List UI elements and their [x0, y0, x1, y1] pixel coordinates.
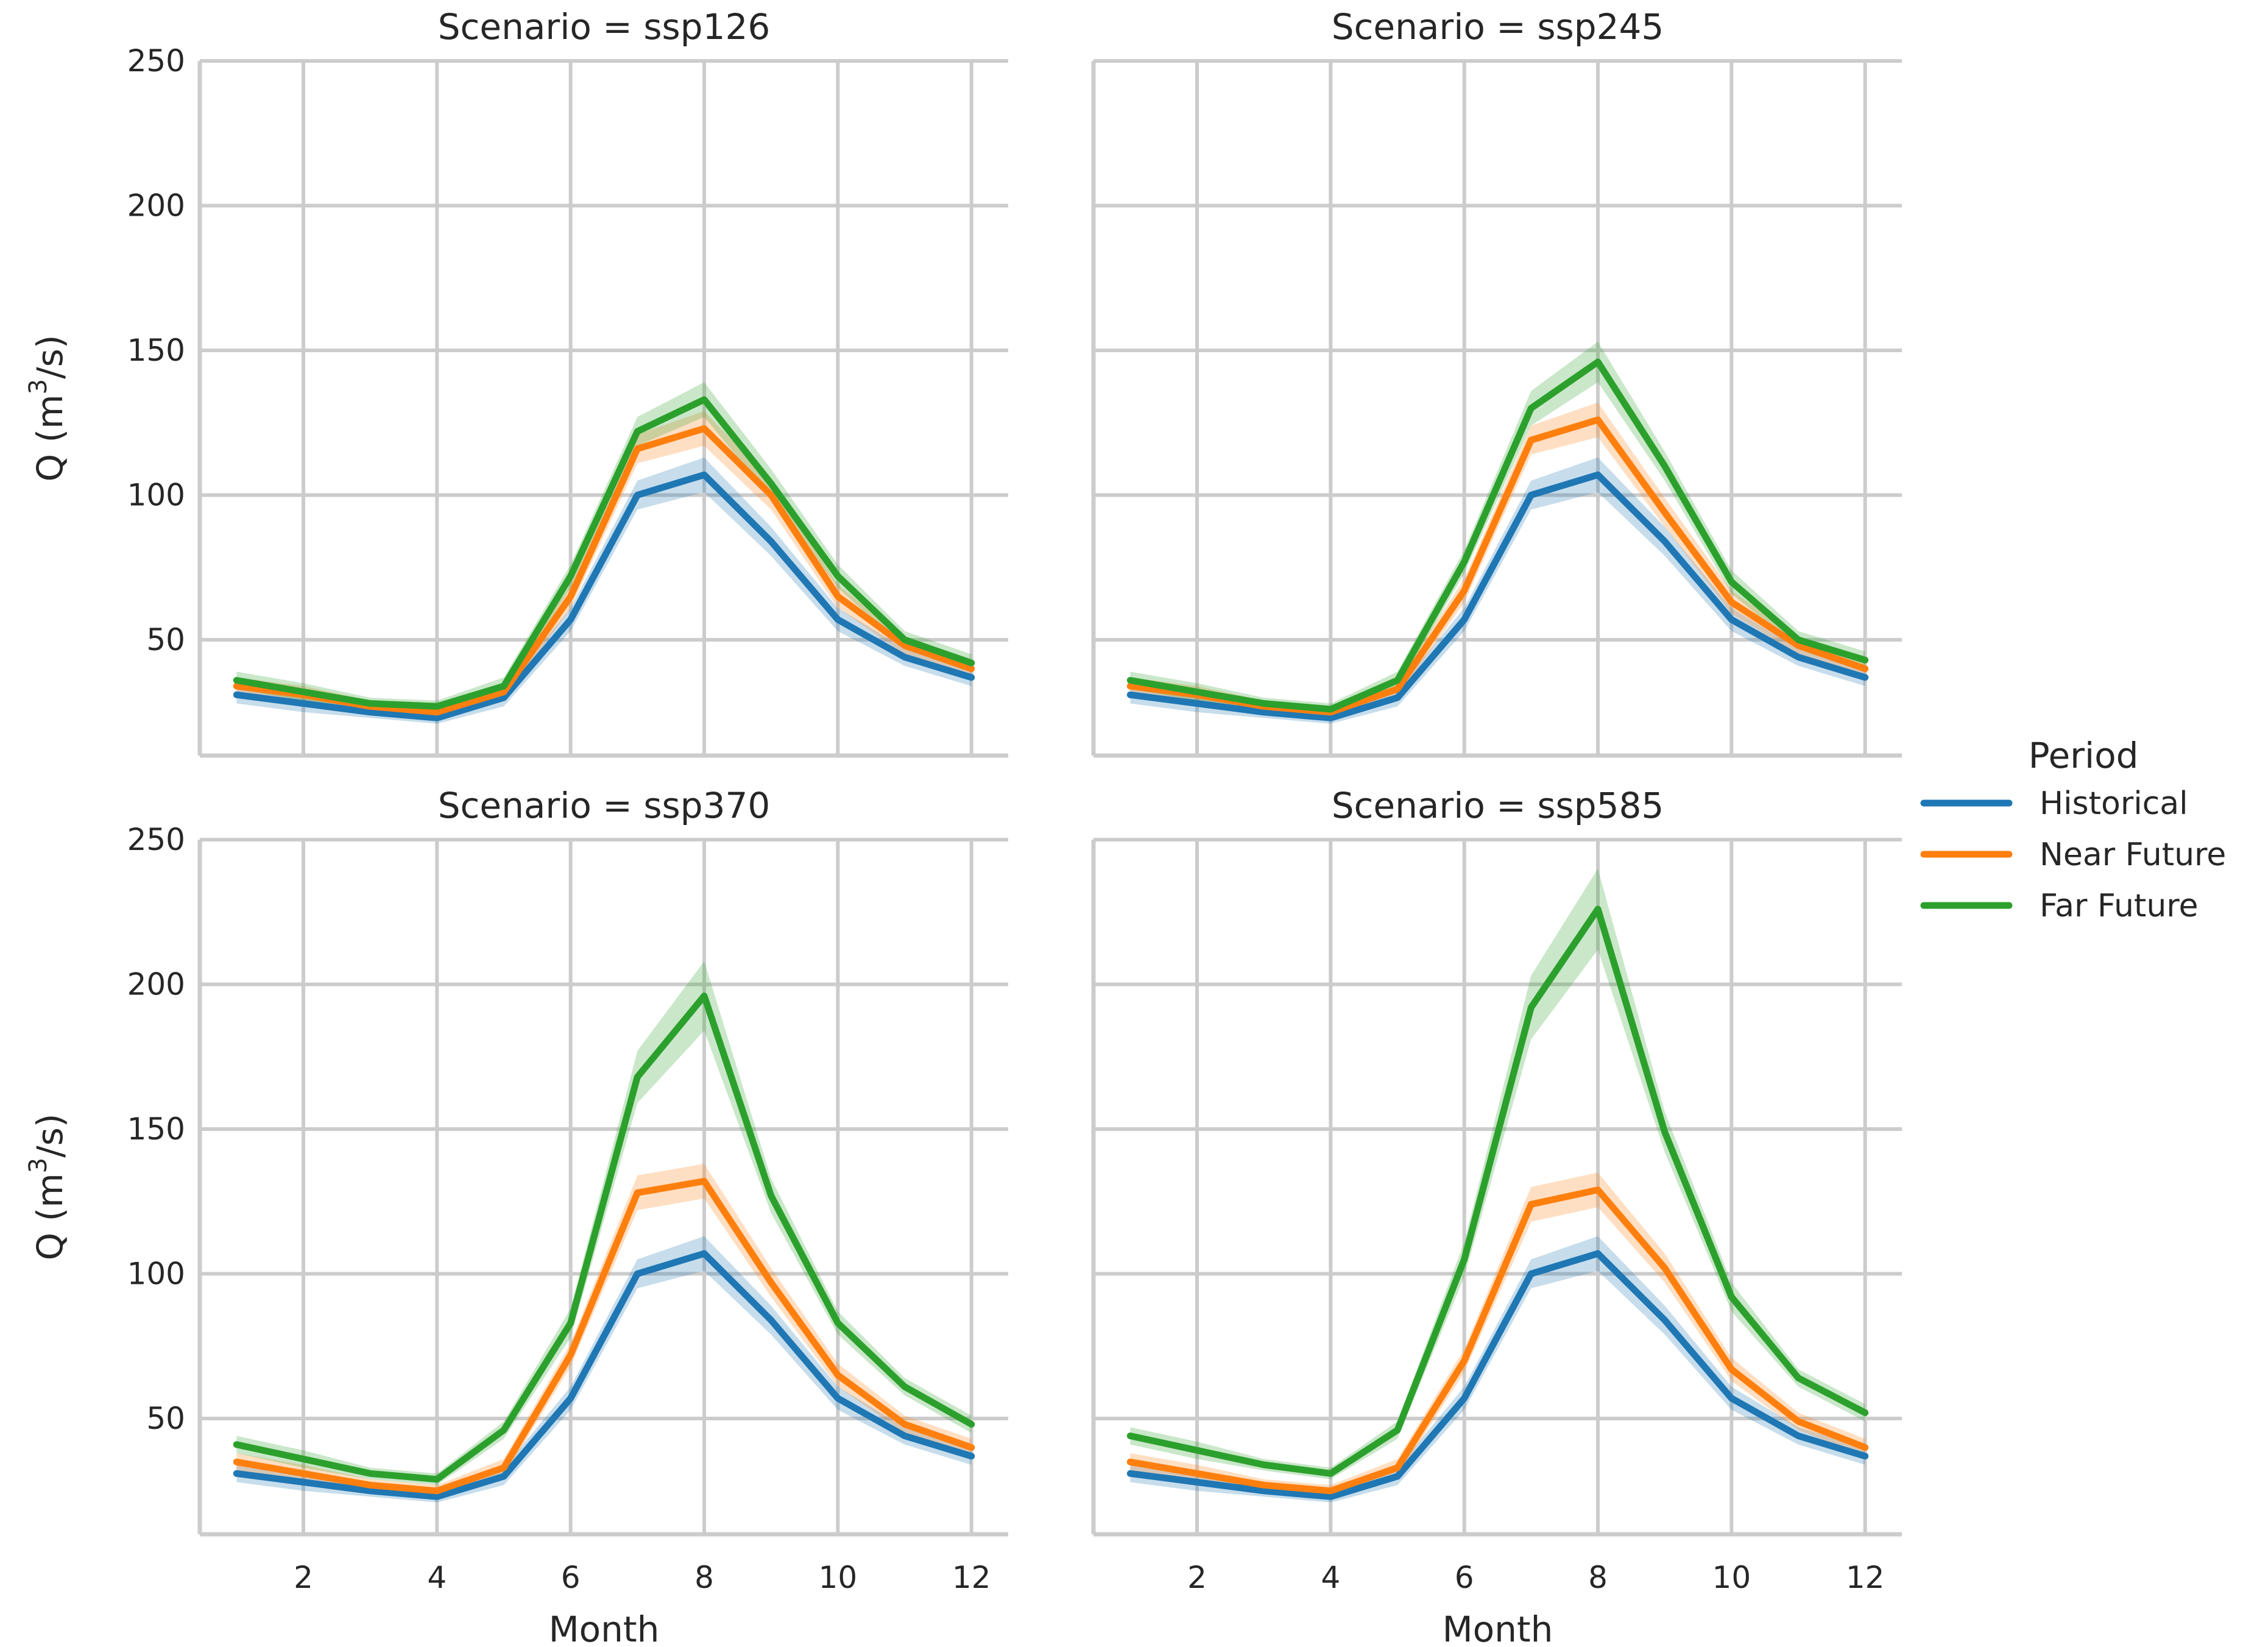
x-tick-label: 12	[1846, 1560, 1885, 1595]
ci-band-near-future	[236, 411, 972, 718]
axis-titles: Q (m3/s) Q (m3/s) Month Month	[24, 335, 1553, 1647]
y-tick-label: 250	[127, 822, 185, 857]
x-tick-label: 2	[294, 1560, 313, 1595]
y-axis-title: Q (m3/s)	[24, 1113, 71, 1260]
y-tick-label: 250	[127, 43, 185, 79]
legend-title: Period	[2029, 735, 2139, 776]
panel-title: Scenario = ssp126	[438, 6, 771, 48]
panel-ssp370: Scenario = ssp370 50 100 150 200 250 2 4 6 8 10 12	[127, 785, 1008, 1595]
x-tick-label: 6	[561, 1560, 581, 1595]
series-line-far-future	[1126, 905, 1869, 1477]
series-line-historical	[233, 1250, 975, 1500]
series-line-far-future	[1126, 358, 1869, 713]
series-line-near-future	[1126, 1186, 1869, 1495]
y-tick-label: 200	[127, 188, 185, 224]
series-line-historical	[233, 471, 975, 721]
panel-title: Scenario = ssp245	[1332, 6, 1664, 48]
y-tick-label: 150	[127, 1111, 185, 1147]
facet-panels: Scenario = ssp12650100150200250Scenario …	[127, 6, 1902, 1595]
x-axis-title: Month	[549, 1609, 660, 1647]
x-tick-label: 8	[694, 1560, 714, 1595]
ci-band-far-future	[236, 382, 972, 712]
y-tick-label: 100	[127, 478, 185, 513]
x-tick-label: 2	[1187, 1560, 1207, 1595]
x-tick-label: 6	[1455, 1560, 1474, 1595]
legend-label: Near Future	[2040, 837, 2226, 873]
y-tick-label: 150	[127, 333, 185, 368]
series-line-near-future	[233, 1178, 975, 1495]
x-tick-label: 10	[1712, 1560, 1751, 1595]
legend-item: Far Future	[1920, 888, 2199, 924]
x-tick-label: 4	[1321, 1560, 1340, 1595]
series-line-far-future	[233, 993, 975, 1483]
series-line-historical	[1126, 471, 1869, 721]
x-tick-label: 4	[427, 1560, 447, 1595]
ci-band-far-future	[1130, 341, 1865, 715]
panel-title: Scenario = ssp370	[438, 785, 771, 826]
y-tick-label: 100	[127, 1256, 185, 1292]
series-line-historical	[1126, 1250, 1869, 1500]
legend-label: Historical	[2040, 785, 2188, 822]
legend-item: Historical	[1920, 785, 2188, 822]
y-axis-title: Q (m3/s)	[24, 335, 71, 481]
y-tick-label: 50	[146, 622, 185, 657]
panel-ssp126: Scenario = ssp126 50 100 150 200 250	[127, 6, 1008, 758]
y-tick-label: 50	[146, 1401, 185, 1436]
panel-title: Scenario = ssp585	[1332, 785, 1664, 826]
legend-label: Far Future	[2040, 888, 2199, 924]
x-tick-label: 10	[819, 1560, 858, 1595]
legend-item: Near Future	[1920, 837, 2226, 873]
legend: Period Historical Near Future Far Future	[1920, 735, 2226, 924]
x-axis-title: Month	[1443, 1609, 1553, 1647]
panel-ssp585: Scenario = ssp585 2 4 6 8 10 12	[1091, 785, 1902, 1595]
y-tick-label: 200	[127, 967, 185, 1002]
x-tick-label: 12	[952, 1560, 991, 1595]
panel-ssp245: Scenario = ssp245	[1091, 6, 1902, 758]
series-line-far-future	[233, 396, 975, 710]
x-tick-label: 8	[1588, 1560, 1608, 1595]
